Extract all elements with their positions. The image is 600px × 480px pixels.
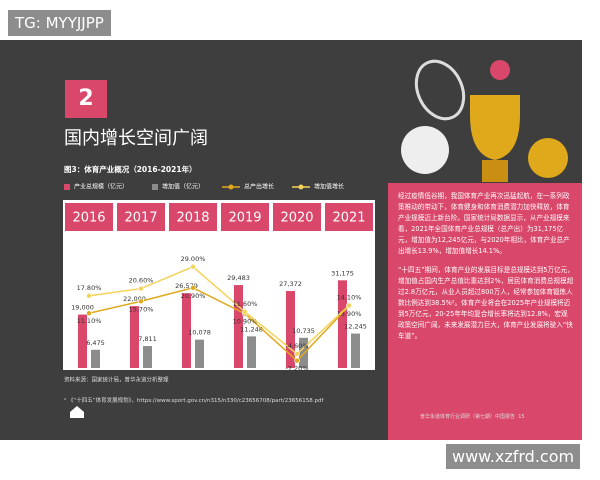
legend-label: 总产出增长 (244, 183, 274, 191)
body-text: 经过疫情低谷期，我国体育产业再次迅猛起航，在一系列政策推动的带动下，体育健身和体… (398, 191, 574, 350)
x-tick-label: 2018 (176, 211, 209, 226)
data-label: 29.00% (181, 255, 206, 263)
data-label: 11.10% (77, 317, 102, 325)
data-label: 14.10% (337, 293, 362, 301)
bar (130, 306, 139, 368)
x-tick-label: 2021 (332, 211, 365, 226)
footer-text: 普华永道体育行业调研（第七期）中国报告 (420, 414, 516, 420)
paragraph: 经过疫情低谷期，我国体育产业再次迅猛起航，在一系列政策推动的带动下，体育健身和体… (398, 192, 570, 255)
data-label: 6,475 (86, 339, 105, 347)
site-watermark: www.xzfrd.com (446, 444, 581, 469)
decoration (70, 59, 568, 418)
data-label: 19,000 (71, 304, 94, 312)
point (190, 284, 196, 291)
data-label: 12,245 (344, 323, 367, 331)
x-tick-label: 2020 (280, 211, 313, 226)
bar (338, 280, 347, 368)
text-panel (388, 183, 582, 440)
point (86, 310, 92, 317)
bar (234, 285, 243, 368)
legend-label: 产业总规模（亿元） (74, 183, 128, 191)
page-number: 15 (518, 414, 525, 420)
year-header (221, 203, 269, 231)
bar (182, 293, 191, 368)
bar (195, 339, 204, 368)
data-label: 7,811 (138, 335, 157, 343)
point (294, 351, 300, 357)
data-label: 13.90% (337, 310, 362, 318)
point (294, 357, 300, 364)
data-label: -7.20% (286, 365, 309, 373)
legend-swatch (152, 184, 158, 190)
data-label: 29,483 (227, 274, 250, 282)
bar (351, 333, 360, 368)
point (346, 302, 352, 309)
x-tick-label: 2019 (228, 211, 261, 226)
year-header (65, 203, 113, 231)
year-header (273, 203, 321, 231)
data-label: 26,579 (175, 282, 198, 290)
data-label: 27,372 (279, 280, 302, 288)
chart-title: 图3：体育产业概况（2016-2021年） (64, 164, 197, 174)
bar (143, 346, 152, 368)
year-header (169, 203, 217, 231)
data-label: 15.70% (129, 305, 154, 313)
data-label: 31,175 (331, 269, 354, 277)
year-header (117, 203, 165, 231)
point (138, 285, 144, 292)
line (88, 265, 350, 355)
legend-swatch (298, 184, 304, 190)
footnote: ² 《“十四五”体育发展规划》，https://www.sport.gov.cn… (64, 398, 324, 404)
bar (286, 291, 295, 368)
legend-label: 增加值（亿元） (162, 183, 204, 191)
chart-area (63, 200, 375, 370)
x-tick-label: 2016 (72, 211, 105, 226)
data-label: 10.90% (233, 318, 258, 326)
watermark: TG: MYYJJPP (8, 10, 111, 36)
bar (247, 336, 256, 368)
data-label: 10,078 (188, 329, 211, 337)
point (86, 293, 92, 299)
data-label: 10,735 (292, 327, 315, 335)
data-label: 22,000 (123, 295, 146, 303)
data-label: 20.60% (129, 277, 154, 285)
data-label: 11.60% (233, 300, 258, 308)
data-label: 20.90% (181, 292, 206, 300)
point (242, 309, 248, 315)
x-tick-label: 2017 (124, 211, 157, 226)
paragraph: “十四五”期间，体育产业的发展目标是总规模达到5万亿元，增加值占国内生产总值比重… (398, 266, 574, 340)
point (190, 263, 196, 270)
source: 资料来源：国家统计局，普华永道分析整理 (64, 376, 169, 384)
data-label: 11,248 (240, 325, 263, 333)
heading: 国内增长空间广阔 (64, 128, 208, 149)
legend-swatch (228, 184, 234, 190)
bar (78, 314, 87, 368)
year-header (325, 203, 373, 231)
data-label: -4.60% (286, 342, 309, 350)
legend-label: 增加值增长 (314, 183, 344, 191)
footer: 普华永道体育行业调研（第七期）中国报告 15 (420, 413, 525, 420)
data-label: 17.80% (77, 284, 102, 292)
badge: 2 (65, 80, 107, 118)
bar (91, 349, 100, 368)
line (88, 286, 350, 362)
legend-swatch (64, 184, 70, 190)
point (138, 298, 144, 305)
